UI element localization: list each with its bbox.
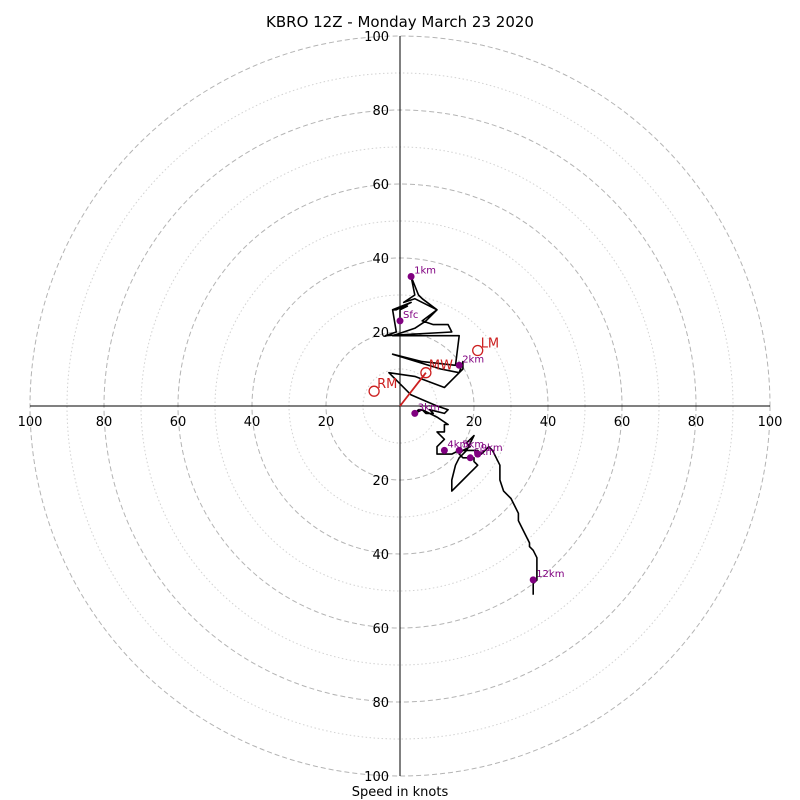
height-marker-point [396,317,404,325]
height-marker-label: 1km [414,266,436,277]
x-tick-label: 60 [614,415,631,430]
x-tick-label: 80 [688,415,705,430]
height-marker-label: Sfc [403,310,418,321]
y-tick-label: 100 [364,770,389,785]
y-tick-label: 80 [372,104,389,119]
x-tick-label: 100 [18,415,43,430]
storm-motion-label: RM [377,377,397,392]
height-marker-point [411,409,419,417]
x-tick-label: 80 [96,415,113,430]
height-marker-label: 6km [473,447,495,458]
height-marker-label: 4km [447,439,469,450]
x-tick-label: 20 [466,415,483,430]
height-marker-point [440,446,448,454]
hodograph-line [384,275,538,595]
storm-motion-label: LM [481,337,499,352]
storm-motion-marker [472,344,484,357]
height-marker-label: 12km [536,569,564,580]
storm-motion-marker [368,385,380,397]
height-marker-label: 3km [418,402,440,413]
height-marker-point [529,576,537,584]
height-marker-point [455,361,463,369]
x-tick-label: 40 [540,415,557,430]
x-tick-label: 60 [170,415,187,430]
y-tick-label: 40 [372,252,389,267]
tick-labels: 100 100 80 80 60 60 40 40 20 20 20 20 40 40 60 60 80 80 10… [18,30,783,785]
height-marker-point [466,454,474,462]
storm-motion-marker [420,367,432,379]
x-axis-label: Speed in knots [352,785,449,800]
height-marker-point [455,446,463,454]
height-marker-label: 5km [462,439,484,450]
height-marker-point [407,273,415,280]
height-marker-label: 2km [462,354,484,365]
height-marker-point [474,450,482,458]
x-tick-label: 100 [758,415,783,430]
x-tick-label: 20 [318,415,335,430]
storm-motion-label: MW [429,359,453,374]
hodograph-trace [384,275,538,595]
y-tick-label: 40 [372,548,389,563]
y-tick-label: 60 [372,178,389,193]
y-tick-label: 20 [372,326,389,341]
y-tick-label: 100 [364,30,389,45]
y-tick-label: 20 [372,474,389,489]
y-tick-label: 80 [372,696,389,711]
storm-motions: RM LM MW [368,337,499,407]
x-tick-label: 40 [244,415,261,430]
y-tick-label: 60 [372,622,389,637]
height-marker-label: 9km [481,443,503,454]
mean-wind-vector [399,372,427,407]
chart-title: KBRO 12Z - Monday March 23 2020 [266,13,534,31]
